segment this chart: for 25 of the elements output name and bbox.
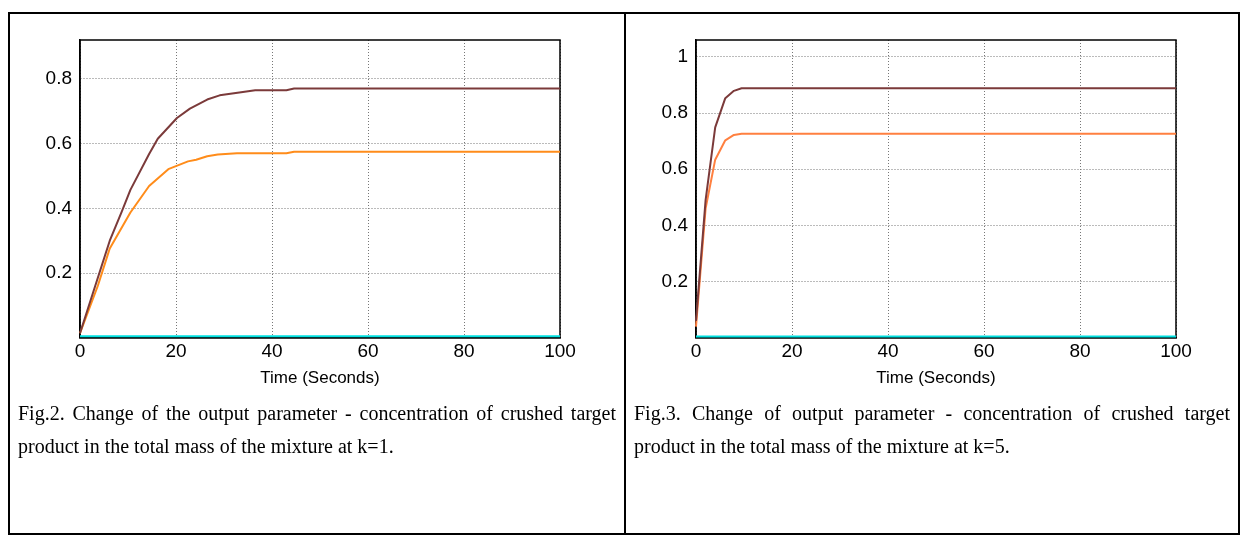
- x-tick-label: 20: [781, 340, 803, 362]
- x-tick-label: 80: [453, 340, 475, 362]
- y-tick-label: 0.8: [45, 67, 72, 89]
- x-tick-label: 0: [690, 340, 702, 362]
- x-tick-label: 40: [877, 340, 899, 362]
- x-tick-label: 100: [1160, 340, 1192, 362]
- y-tick-label: 0.2: [45, 261, 72, 283]
- x-axis-title: Time (Seconds): [260, 368, 380, 388]
- x-tick-label: 0: [74, 340, 86, 362]
- y-tick-label: 0.2: [661, 269, 688, 291]
- x-tick-label: 60: [357, 340, 379, 362]
- x-axis-title: Time (Seconds): [876, 368, 996, 388]
- x-tick-label: 40: [261, 340, 283, 362]
- y-tick-label: 0.4: [661, 213, 689, 235]
- x-tick-label: 80: [1069, 340, 1091, 362]
- caption: Fig.2. Change of the output parameter - concentration of crushed target product in the total mass of the mixture at k=1.: [18, 401, 616, 460]
- y-tick-label: 0.8: [661, 101, 688, 123]
- y-tick-label: 1: [677, 45, 688, 67]
- caption: Fig.3. Change of output parameter - concentration of crushed target product in the total mass of the mixture at k=5.: [634, 401, 1230, 460]
- x-tick-label: 20: [165, 340, 187, 362]
- y-tick-label: 0.6: [45, 131, 72, 153]
- y-tick-label: 0.4: [45, 196, 73, 218]
- x-tick-label: 100: [544, 340, 576, 362]
- y-tick-label: 0.6: [661, 157, 688, 179]
- x-tick-label: 60: [973, 340, 995, 362]
